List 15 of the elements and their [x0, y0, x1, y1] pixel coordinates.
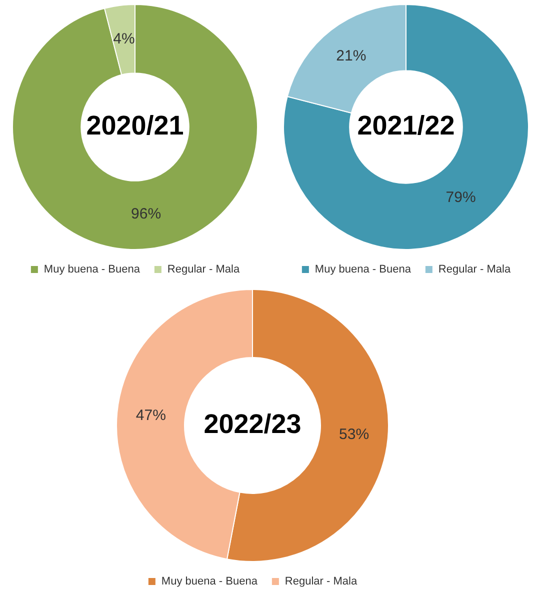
data-label: 79%	[446, 188, 476, 206]
legend-label: Regular - Mala	[167, 264, 240, 276]
data-label: 21%	[336, 47, 366, 64]
legend-label: Regular - Mala	[438, 264, 512, 276]
legend-label: Muy buena - Buena	[161, 576, 258, 588]
text: 2021/22	[357, 110, 455, 140]
data-label: 53%	[339, 426, 370, 444]
text: 2020/21	[86, 110, 184, 140]
text: 2022/23	[204, 408, 302, 439]
legend-label: Regular - Mala	[284, 576, 358, 588]
data-label: 47%	[136, 407, 166, 424]
data-label: 4%	[113, 30, 135, 48]
data-label: 96%	[131, 206, 162, 223]
legend-label: Muy buena - Buena	[314, 264, 412, 276]
legend-label: Muy buena - Buena	[44, 264, 141, 276]
